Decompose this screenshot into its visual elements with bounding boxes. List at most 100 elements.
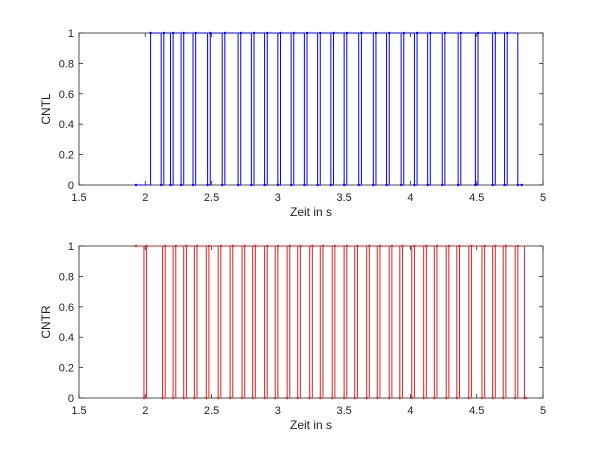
data-point xyxy=(159,183,163,187)
data-point xyxy=(516,244,520,248)
data-point xyxy=(365,396,368,400)
x-tick-label: 2.5 xyxy=(204,405,219,417)
data-line xyxy=(136,245,526,399)
data-point xyxy=(333,244,337,248)
data-point xyxy=(443,31,447,35)
data-point xyxy=(169,183,172,187)
data-point xyxy=(504,244,508,248)
data-point xyxy=(145,244,148,248)
data-point xyxy=(459,31,463,35)
data-point xyxy=(305,31,309,35)
data-point xyxy=(513,396,517,400)
data-point xyxy=(134,244,138,248)
data-point xyxy=(171,31,175,35)
data-point xyxy=(134,183,138,187)
x-tick-label: 4.5 xyxy=(469,192,484,204)
data-point xyxy=(220,183,224,187)
data-point xyxy=(162,31,166,35)
data-point xyxy=(276,183,280,187)
data-point xyxy=(251,396,254,400)
axes-box xyxy=(78,245,544,399)
data-point xyxy=(182,396,185,400)
data-point xyxy=(217,396,220,400)
data-point xyxy=(372,183,375,187)
data-point xyxy=(447,244,451,248)
data-point xyxy=(476,31,480,35)
x-tick-label: 1.5 xyxy=(71,405,86,417)
data-point xyxy=(142,396,146,400)
data-point xyxy=(332,31,335,35)
y-tick-label: 0.4 xyxy=(59,332,74,344)
data-point xyxy=(179,183,183,187)
x-tick-label: 5 xyxy=(540,405,546,417)
data-point xyxy=(374,31,378,35)
data-point xyxy=(399,183,403,187)
y-tick-label: 0.6 xyxy=(59,302,74,314)
data-point xyxy=(263,183,266,187)
data-point xyxy=(456,183,460,187)
data-point xyxy=(368,244,371,248)
data-point xyxy=(254,244,257,248)
data-point xyxy=(402,31,405,35)
data-point xyxy=(288,244,291,248)
y-tick-label: 0 xyxy=(68,180,74,192)
data-point xyxy=(243,244,246,248)
x-axis-label: Zeit in s xyxy=(290,205,332,219)
x-tick-label: 5 xyxy=(540,192,546,204)
data-point xyxy=(171,396,175,400)
data-point xyxy=(266,31,269,35)
data-point xyxy=(357,183,360,187)
data-point xyxy=(376,396,379,400)
data-point xyxy=(390,244,394,248)
data-point xyxy=(223,31,227,35)
y-tick-label: 0.2 xyxy=(59,363,74,375)
data-point xyxy=(467,396,470,400)
data-point xyxy=(231,244,234,248)
data-point xyxy=(385,183,388,187)
data-point xyxy=(483,244,486,248)
data-point xyxy=(388,396,391,400)
data-point xyxy=(441,183,444,187)
y-tick-label: 1 xyxy=(68,241,74,253)
x-tick-label: 2 xyxy=(142,192,148,204)
data-point xyxy=(494,244,497,248)
y-axis-label: CNTL xyxy=(39,93,53,125)
data-point xyxy=(289,183,293,187)
data-point xyxy=(410,396,413,400)
data-point xyxy=(520,183,523,187)
data-point xyxy=(425,244,428,248)
data-point xyxy=(503,183,506,187)
data-point xyxy=(516,183,520,187)
data-point xyxy=(433,396,436,400)
data-point xyxy=(388,31,391,35)
data-point xyxy=(429,31,432,35)
data-point xyxy=(470,244,473,248)
data-point xyxy=(474,183,477,187)
axes-box xyxy=(78,32,544,186)
data-point xyxy=(480,396,484,400)
data-point xyxy=(398,396,402,400)
data-point xyxy=(219,244,223,248)
data-point xyxy=(285,396,289,400)
x-tick-label: 3.5 xyxy=(336,405,351,417)
y-tick-label: 0.6 xyxy=(59,89,74,101)
data-point xyxy=(228,396,232,400)
x-tick-label: 3 xyxy=(275,405,281,417)
data-point xyxy=(292,31,295,35)
data-point xyxy=(161,396,164,400)
data-point xyxy=(193,396,196,400)
data-point xyxy=(303,183,306,187)
x-tick-label: 3.5 xyxy=(336,192,351,204)
data-point xyxy=(185,244,188,248)
data-point xyxy=(345,31,348,35)
y-tick-label: 0 xyxy=(68,393,74,405)
x-tick-label: 4 xyxy=(407,405,413,417)
data-point xyxy=(182,31,185,35)
data-point xyxy=(163,244,167,248)
data-point xyxy=(252,31,256,35)
data-point xyxy=(506,31,509,35)
data-point xyxy=(276,244,280,248)
data-point xyxy=(174,244,177,248)
data-point xyxy=(415,31,419,35)
